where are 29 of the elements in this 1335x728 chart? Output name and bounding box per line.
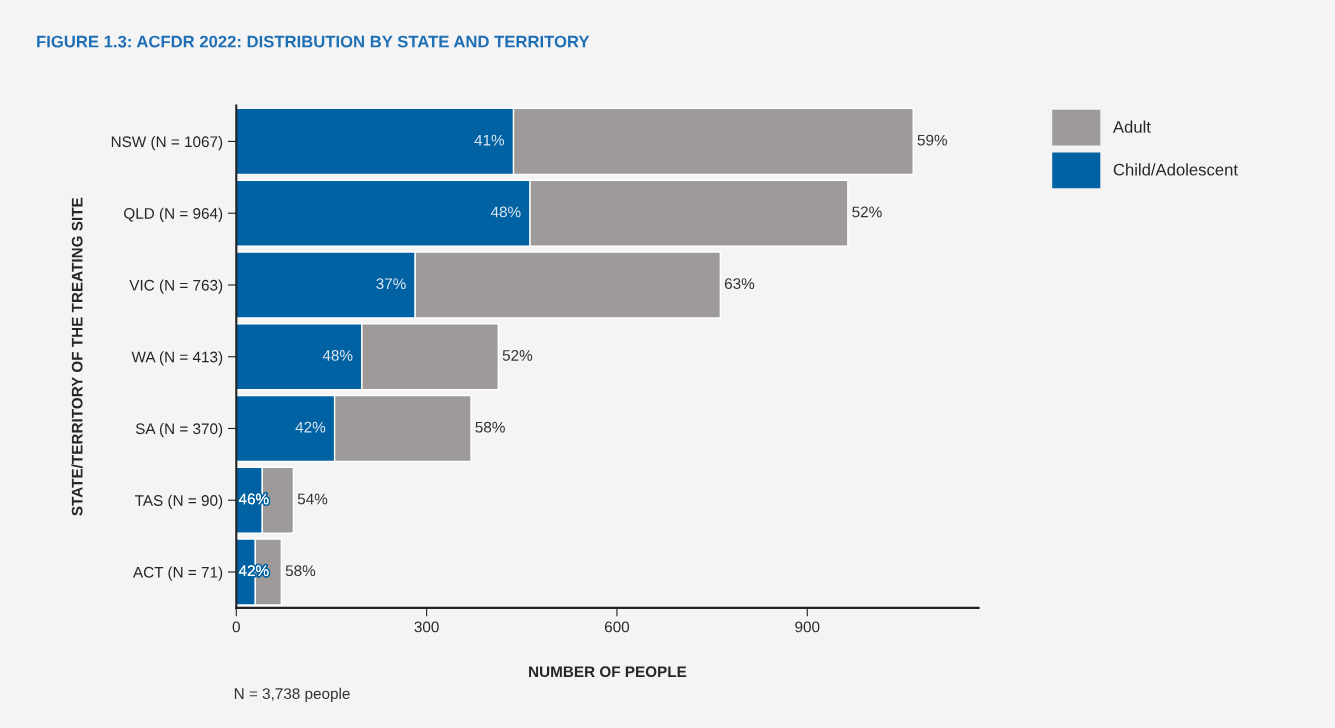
y-axis-title: STATE/TERRITORY OF THE TREATING SITE bbox=[71, 197, 83, 516]
x-tick-label: 300 bbox=[414, 621, 439, 633]
annotation: 48% bbox=[322, 350, 353, 361]
annotation: 63% bbox=[724, 278, 755, 290]
text: N = 3,738 people bbox=[234, 687, 350, 703]
y-tick-label: SA (N = 370) bbox=[135, 422, 223, 438]
x-tick-label: 600 bbox=[604, 621, 630, 633]
y-tick-label: NSW (N = 1067) bbox=[111, 135, 223, 151]
annotation: 58% bbox=[475, 421, 505, 433]
legend-label: Adult bbox=[1112, 120, 1151, 133]
x-tick-label: 900 bbox=[795, 621, 820, 633]
y-tick-label: WA (N = 413) bbox=[131, 351, 223, 366]
annotation: 54% bbox=[297, 493, 328, 505]
annotation: 52% bbox=[502, 350, 533, 361]
annotation: 48% bbox=[490, 206, 521, 218]
annotation: 58% bbox=[285, 565, 316, 577]
chart-title: FIGURE 1.3: ACFDR 2022: DISTRIBUTION BY STATE AND TERRITORY bbox=[37, 35, 590, 48]
annotation: 41% bbox=[474, 134, 505, 146]
annotation: 52% bbox=[852, 206, 882, 218]
y-tick-label: VIC (N = 763) bbox=[129, 279, 223, 294]
y-tick-label: TAS (N = 90) bbox=[135, 494, 223, 509]
annotation: 42% bbox=[295, 421, 326, 433]
y-tick-label: ACT (N = 71) bbox=[132, 566, 223, 581]
annotation: 59% bbox=[917, 134, 948, 146]
y-tick-label: QLD (N = 964) bbox=[124, 207, 223, 222]
x-axis-title: NUMBER OF PEOPLE bbox=[529, 666, 687, 678]
legend-label: Child/Adolescent bbox=[1113, 163, 1238, 176]
x-tick-label: 0 bbox=[232, 621, 240, 633]
annotation: 37% bbox=[376, 278, 406, 290]
